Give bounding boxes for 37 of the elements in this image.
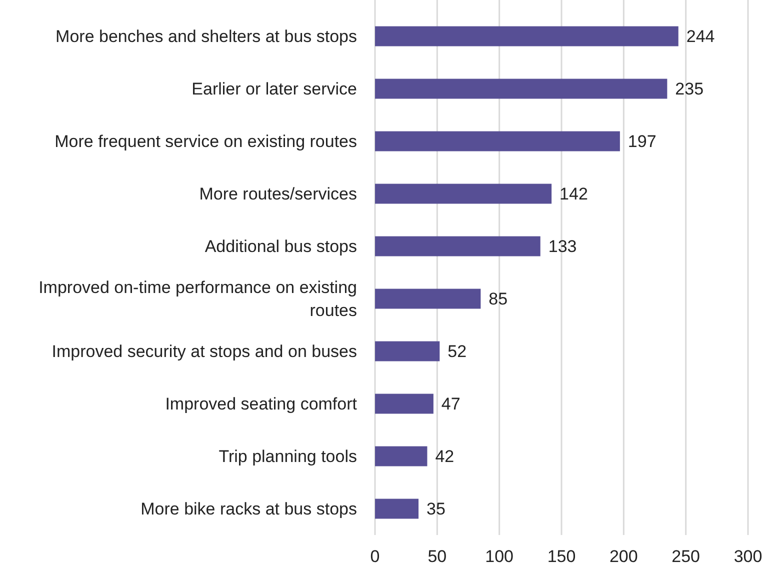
data-label: 85 <box>488 290 508 309</box>
x-tick-label: 300 <box>734 547 762 566</box>
y-tick-label: Improved on-time performance on existing routes <box>38 278 357 320</box>
y-tick-label: Improved security at stops and on buses <box>52 342 357 362</box>
data-label: 52 <box>448 342 467 362</box>
y-tick-label: Additional bus stops <box>204 237 357 256</box>
data-label: 35 <box>426 500 446 519</box>
x-tick-label: 250 <box>672 547 700 566</box>
bar <box>375 236 540 256</box>
data-label: 197 <box>628 132 656 152</box>
bar <box>375 184 552 204</box>
bar <box>375 26 678 46</box>
x-tick-label: 150 <box>547 547 576 566</box>
x-tick-label: 50 <box>428 547 447 566</box>
bar <box>375 498 419 519</box>
y-tick-label: Trip planning tools <box>218 447 357 466</box>
x-tick-label: 200 <box>609 547 638 566</box>
y-tick-label: Earlier or later service <box>192 80 357 99</box>
data-label: 47 <box>441 394 460 414</box>
data-label: 244 <box>686 27 715 46</box>
y-tick-label: Improved seating comfort <box>165 394 358 414</box>
y-tick-label: More bike racks at bus stops <box>140 500 357 519</box>
data-label: 142 <box>560 184 588 204</box>
data-label: 42 <box>435 447 454 466</box>
bar <box>375 394 434 414</box>
x-tick-label: 100 <box>485 547 514 566</box>
bar <box>375 131 620 152</box>
bar <box>375 341 440 362</box>
bar <box>375 78 668 99</box>
bar <box>375 288 481 309</box>
y-tick-label: More routes/services <box>199 184 357 204</box>
x-tick-label: 0 <box>370 547 380 566</box>
data-label: 235 <box>675 80 704 99</box>
y-tick-label: More benches and shelters at bus stops <box>56 27 357 46</box>
y-tick-label: More frequent service on existing routes <box>54 132 357 152</box>
data-label: 133 <box>548 237 577 256</box>
bar <box>375 446 428 466</box>
